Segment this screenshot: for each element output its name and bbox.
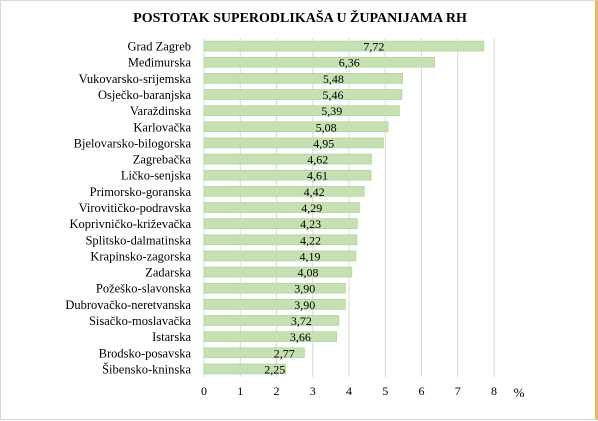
x-tick-label: 1 bbox=[237, 384, 243, 398]
bar bbox=[203, 250, 357, 262]
bar bbox=[203, 89, 403, 100]
category-label: Brodsko-posavska bbox=[99, 346, 192, 360]
value-label: 4,08 bbox=[297, 266, 318, 280]
x-tick-label: 2 bbox=[274, 384, 280, 398]
bar bbox=[203, 73, 403, 84]
x-tick-label: 4 bbox=[346, 384, 352, 398]
category-label: Krapinsko-zagorska bbox=[90, 249, 191, 263]
bar bbox=[203, 56, 435, 68]
value-label: 2,77 bbox=[274, 346, 295, 360]
bar bbox=[203, 202, 360, 213]
bar bbox=[203, 105, 400, 116]
x-tick-label: 7 bbox=[455, 384, 461, 398]
category-label: Međimurska bbox=[128, 56, 192, 70]
category-label: Zagrebačka bbox=[133, 153, 192, 167]
bar bbox=[203, 137, 384, 149]
category-label: Šibensko-kninska bbox=[102, 362, 191, 376]
bar bbox=[203, 363, 286, 375]
bar bbox=[203, 169, 372, 181]
category-label: Primorsko-goranska bbox=[90, 185, 192, 199]
category-label: Osječko-baranjska bbox=[98, 88, 191, 102]
labels: 0 1 2 3 4 5 6 7 8 % Grad Zagreb 7,72 Međimurska 6,36 V… bbox=[65, 40, 524, 400]
value-label: 5,48 bbox=[323, 72, 344, 86]
category-label: Virovitičko-podravska bbox=[79, 201, 192, 215]
category-label: Sisačko-moslavačka bbox=[89, 314, 192, 328]
category-label: Bjelovarsko-bilogorska bbox=[74, 136, 192, 150]
value-label: 4,22 bbox=[300, 233, 321, 247]
category-label: Vukovarsko-srijemska bbox=[79, 72, 192, 86]
bar bbox=[203, 186, 365, 197]
x-tick-label: 8 bbox=[491, 384, 497, 398]
category-label: Dubrovačko-neretvanska bbox=[65, 298, 191, 312]
value-label: 3,72 bbox=[291, 314, 312, 328]
value-label: 3,66 bbox=[290, 330, 311, 344]
bar bbox=[203, 282, 346, 294]
category-label: Ličko-senjska bbox=[121, 169, 192, 183]
chart-title: POSTOTAK SUPERODLIKAŠA U ŽUPANIJAMA RH bbox=[133, 11, 467, 26]
category-label: Požeško-slavonska bbox=[96, 282, 192, 296]
bar bbox=[203, 315, 340, 326]
value-label: 5,46 bbox=[322, 88, 343, 102]
bar bbox=[203, 234, 358, 246]
bar bbox=[203, 153, 372, 165]
bar bbox=[203, 121, 389, 133]
x-tick-label: 0 bbox=[201, 384, 207, 398]
category-label: Splitsko-dalmatinska bbox=[85, 233, 191, 247]
bar bbox=[203, 331, 337, 342]
category-label: Istarska bbox=[152, 330, 191, 344]
value-label: 5,08 bbox=[316, 120, 337, 134]
value-label: 6,36 bbox=[339, 56, 360, 70]
category-label: Zadarska bbox=[145, 266, 191, 280]
x-tick-label: 3 bbox=[310, 384, 316, 398]
category-label: Grad Zagreb bbox=[127, 40, 191, 54]
value-label: 5,39 bbox=[321, 104, 342, 118]
bar bbox=[203, 299, 346, 310]
category-label: Koprivničko-križevačka bbox=[70, 217, 192, 231]
bar bbox=[203, 218, 358, 229]
value-label: 4,29 bbox=[301, 201, 322, 215]
bars bbox=[203, 40, 485, 375]
value-label: 3,90 bbox=[294, 298, 315, 312]
category-label: Karlovačka bbox=[133, 120, 191, 134]
value-label: 4,95 bbox=[313, 136, 334, 150]
x-axis-unit-label: % bbox=[514, 385, 525, 400]
bar bbox=[203, 266, 353, 278]
value-label: 4,62 bbox=[307, 153, 328, 167]
value-label: 4,23 bbox=[300, 217, 321, 231]
value-label: 7,72 bbox=[363, 40, 384, 54]
value-label: 2,25 bbox=[264, 362, 285, 376]
bar bbox=[203, 40, 485, 52]
value-label: 4,19 bbox=[299, 249, 320, 263]
x-tick-label: 6 bbox=[419, 384, 425, 398]
bar bbox=[203, 347, 305, 359]
value-label: 4,61 bbox=[307, 169, 328, 183]
x-tick-label: 5 bbox=[382, 384, 388, 398]
value-label: 3,90 bbox=[294, 282, 315, 296]
value-label: 4,42 bbox=[304, 185, 325, 199]
category-label: Varaždinska bbox=[130, 104, 192, 118]
